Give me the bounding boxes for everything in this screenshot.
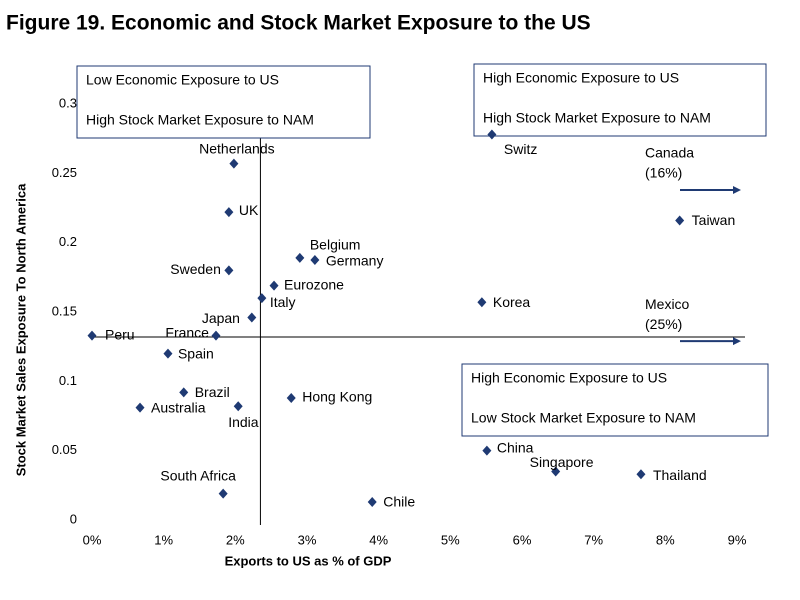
quadrant-label: Low Stock Market Exposure to NAM: [471, 410, 696, 426]
point-label: Switz: [504, 141, 537, 157]
quadrant-box: [76, 65, 371, 139]
point: [487, 129, 497, 140]
quadrant-box: [461, 363, 769, 437]
offscale-value: (25%): [645, 316, 682, 332]
point: [224, 207, 234, 218]
chart-title: Figure 19. Economic and Stock Market Exp…: [6, 12, 591, 35]
x-tick-label: 5%: [441, 532, 460, 547]
point: [87, 330, 97, 341]
point-label: Eurozone: [284, 276, 344, 292]
point: [286, 392, 296, 403]
offscale-arrowhead: [733, 337, 741, 346]
point-label: Korea: [493, 294, 531, 310]
x-tick-label: 0%: [83, 532, 102, 547]
x-tick-label: 6%: [513, 532, 532, 547]
point-label: India: [228, 414, 259, 430]
point-label: Australia: [151, 399, 206, 415]
y-tick-label: 0.15: [52, 303, 77, 318]
x-tick-label: 2%: [226, 532, 245, 547]
quadrant-label: Low Economic Exposure to US: [86, 72, 279, 88]
x-axis-title: Exports to US as % of GDP: [225, 553, 392, 568]
y-tick-label: 0.2: [59, 234, 77, 249]
quadrant-box: [473, 63, 767, 137]
point-label: UK: [239, 202, 259, 218]
point: [477, 297, 487, 308]
point-label: Brazil: [195, 384, 230, 400]
point: [247, 312, 257, 323]
point-label: Taiwan: [692, 212, 736, 228]
point: [367, 496, 377, 507]
point-label: Singapore: [530, 454, 594, 470]
point: [310, 255, 320, 265]
y-axis-title: Stock Market Sales Exposure To North Ame…: [13, 183, 28, 476]
point: [218, 488, 228, 499]
quadrant-label: High Stock Market Exposure to NAM: [86, 112, 314, 128]
x-tick-label: 9%: [728, 532, 747, 547]
point-label: Thailand: [653, 467, 707, 483]
point: [675, 215, 685, 226]
quadrant-label: High Economic Exposure to US: [471, 370, 667, 386]
point: [224, 265, 234, 276]
point-label: Spain: [178, 345, 214, 361]
point-label: Hong Kong: [302, 389, 372, 405]
point-label: France: [165, 324, 209, 340]
point: [211, 330, 221, 341]
point: [135, 402, 145, 413]
point: [269, 280, 279, 291]
point-label: Belgium: [310, 237, 361, 253]
y-tick-label: 0: [70, 511, 77, 526]
point: [179, 387, 189, 398]
quadrant-label: High Stock Market Exposure to NAM: [483, 110, 711, 126]
offscale-value: (16%): [645, 165, 682, 181]
point-label: Italy: [270, 294, 296, 310]
point: [257, 293, 267, 304]
offscale-name: Mexico: [645, 296, 690, 312]
y-tick-label: 0.3: [59, 95, 77, 110]
point-label: Chile: [383, 494, 415, 510]
point-label: South Africa: [160, 467, 236, 483]
offscale-name: Canada: [645, 145, 694, 161]
point-label: Japan: [202, 310, 240, 326]
y-tick-label: 0.25: [52, 165, 77, 180]
point: [482, 445, 492, 456]
quadrant-label: High Economic Exposure to US: [483, 70, 679, 86]
point-label: Peru: [105, 326, 135, 342]
x-tick-label: 8%: [656, 532, 675, 547]
x-tick-label: 4%: [369, 532, 388, 547]
point: [163, 348, 173, 359]
y-tick-label: 0.05: [52, 442, 77, 457]
point: [233, 401, 243, 412]
point: [229, 158, 239, 169]
point: [551, 466, 561, 477]
offscale-arrowhead: [733, 185, 741, 194]
point-label: Netherlands: [199, 140, 275, 156]
x-tick-label: 3%: [298, 532, 317, 547]
x-tick-label: 7%: [584, 532, 603, 547]
x-tick-label: 1%: [154, 532, 173, 547]
point-label: Sweden: [170, 261, 221, 277]
point: [636, 469, 646, 480]
point: [295, 252, 305, 263]
point-label: Germany: [326, 253, 384, 269]
y-tick-label: 0.1: [59, 373, 77, 388]
point-label: China: [497, 439, 534, 455]
